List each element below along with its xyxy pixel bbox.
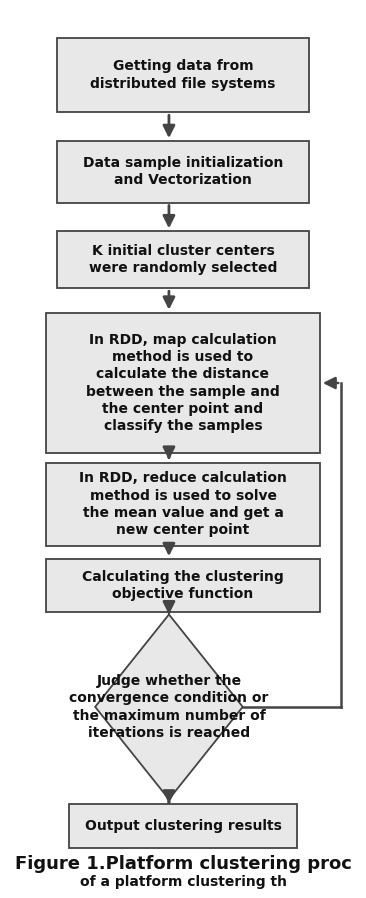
FancyBboxPatch shape — [46, 559, 320, 612]
Text: K initial cluster centers
were randomly selected: K initial cluster centers were randomly … — [89, 244, 277, 276]
FancyBboxPatch shape — [69, 804, 297, 848]
FancyBboxPatch shape — [56, 38, 310, 112]
FancyBboxPatch shape — [56, 231, 310, 288]
Text: Getting data from
distributed file systems: Getting data from distributed file syste… — [90, 59, 276, 91]
Text: Judge whether the
convergence condition or
the maximum number of
iterations is r: Judge whether the convergence condition … — [69, 674, 269, 740]
Text: Output clustering results: Output clustering results — [85, 819, 281, 832]
Polygon shape — [95, 614, 243, 799]
Text: Data sample initialization
and Vectorization: Data sample initialization and Vectoriza… — [83, 156, 283, 188]
FancyBboxPatch shape — [46, 313, 320, 453]
Text: Figure 1.Platform clustering proc: Figure 1.Platform clustering proc — [15, 856, 351, 874]
Text: In RDD, reduce calculation
method is used to solve
the mean value and get a
new : In RDD, reduce calculation method is use… — [79, 471, 287, 537]
Text: Calculating the clustering
objective function: Calculating the clustering objective fun… — [82, 569, 284, 601]
Text: of a platform clustering th: of a platform clustering th — [79, 875, 287, 889]
Text: In RDD, map calculation
method is used to
calculate the distance
between the sam: In RDD, map calculation method is used t… — [86, 333, 280, 433]
FancyBboxPatch shape — [56, 141, 310, 203]
FancyBboxPatch shape — [46, 462, 320, 546]
